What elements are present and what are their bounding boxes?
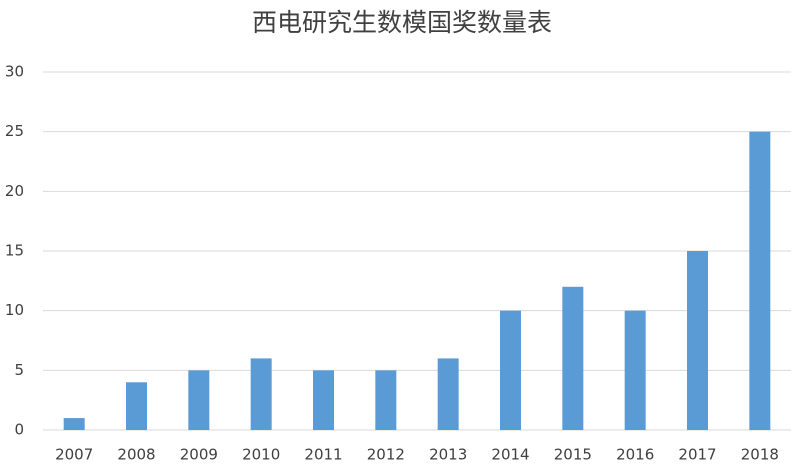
- x-tick-label: 2012: [367, 446, 405, 464]
- x-tick-label: 2007: [55, 446, 93, 464]
- bar: [500, 310, 521, 430]
- x-tick-label: 2018: [741, 446, 779, 464]
- y-tick-label: 20: [5, 182, 24, 200]
- y-tick-label: 0: [14, 421, 24, 439]
- x-tick-label: 2016: [616, 446, 654, 464]
- y-tick-label: 15: [5, 242, 24, 260]
- bar: [313, 370, 334, 430]
- bar: [687, 251, 708, 430]
- x-tick-label: 2009: [180, 446, 218, 464]
- bar: [437, 358, 459, 430]
- bar: [749, 131, 771, 430]
- x-tick-label: 2014: [491, 446, 529, 464]
- bar: [188, 370, 210, 430]
- x-tick-label: 2013: [429, 446, 467, 464]
- bar: [250, 358, 272, 430]
- y-tick-label: 25: [5, 122, 24, 140]
- y-tick-label: 30: [5, 63, 24, 81]
- bar: [624, 310, 646, 430]
- y-tick-label: 5: [14, 361, 24, 379]
- bar: [63, 418, 85, 430]
- x-tick-label: 2011: [304, 446, 342, 464]
- x-tick-label: 2010: [242, 446, 280, 464]
- x-tick-label: 2008: [117, 446, 155, 464]
- chart-title: 西电研究生数模国奖数量表: [252, 8, 552, 37]
- x-tick-label: 2017: [678, 446, 716, 464]
- x-tick-label: 2015: [554, 446, 592, 464]
- y-tick-label: 10: [5, 301, 24, 319]
- bar: [126, 382, 147, 430]
- bar: [562, 286, 584, 430]
- bar: [375, 370, 397, 430]
